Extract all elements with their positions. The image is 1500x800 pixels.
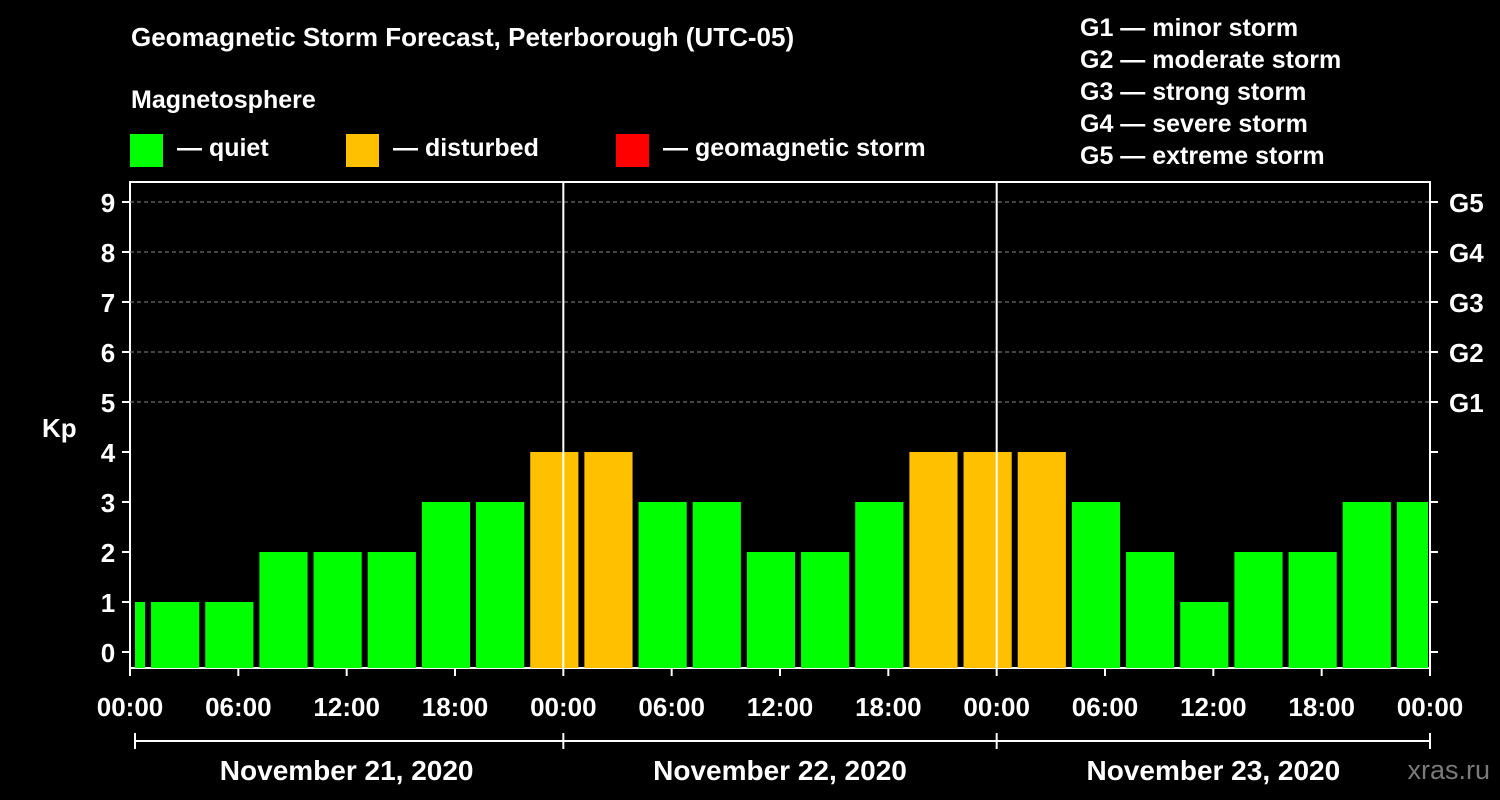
storm-scale-g3: G3 — strong storm: [1080, 78, 1307, 106]
y-tick-label: 0: [101, 638, 115, 668]
date-label: November 23, 2020: [1086, 755, 1340, 786]
y-axis-label: Kp: [42, 413, 77, 443]
x-tick-label: 06:00: [205, 692, 272, 722]
x-tick-label: 00:00: [1397, 692, 1464, 722]
kp-bar: [692, 502, 741, 668]
y-tick-label: 6: [101, 338, 115, 368]
kp-bar: [530, 452, 579, 668]
kp-bar: [367, 552, 416, 668]
kp-bar: [421, 502, 471, 668]
watermark: xras.ru: [1407, 755, 1490, 785]
x-tick-label: 00:00: [530, 692, 597, 722]
g-level-label: G1: [1449, 388, 1484, 418]
legend-heading: Magnetosphere: [131, 86, 316, 114]
y-tick-label: 5: [101, 388, 115, 418]
plot-frame: [129, 181, 1431, 669]
kp-bar: [313, 552, 362, 668]
x-tick-label: 18:00: [422, 692, 489, 722]
y-tick-label: 1: [101, 588, 115, 618]
legend-swatch-disturbed: [346, 134, 379, 167]
kp-bar: [1017, 452, 1066, 668]
legend-label-quiet: — quiet: [177, 134, 269, 162]
kp-bar: [1071, 502, 1121, 668]
kp-bar: [205, 602, 254, 668]
g-level-label: G4: [1449, 238, 1484, 268]
legend-swatch-quiet: [130, 134, 163, 167]
kp-bar: [476, 502, 525, 668]
y-tick-label: 3: [101, 488, 115, 518]
date-label: November 21, 2020: [220, 755, 474, 786]
x-tick-label: 12:00: [1180, 692, 1247, 722]
kp-bar: [746, 552, 796, 668]
kp-bar: [1126, 552, 1175, 668]
y-tick-label: 2: [101, 538, 115, 568]
kp-bar: [1180, 602, 1229, 668]
kp-bar: [638, 502, 687, 668]
kp-bar: [963, 452, 1012, 668]
x-tick-label: 00:00: [97, 692, 164, 722]
x-tick-label: 00:00: [963, 692, 1030, 722]
kp-bar: [1396, 502, 1428, 668]
legend-label-disturbed: — disturbed: [393, 134, 539, 162]
g-level-label: G3: [1449, 288, 1484, 318]
storm-scale-g2: G2 — moderate storm: [1080, 46, 1342, 74]
kp-bar: [1342, 502, 1391, 668]
kp-bar: [135, 602, 146, 668]
x-tick-label: 18:00: [1288, 692, 1355, 722]
kp-bar: [1288, 552, 1337, 668]
g-level-label: G5: [1449, 188, 1484, 218]
y-tick-label: 4: [101, 438, 116, 468]
y-tick-label: 8: [101, 238, 115, 268]
legend-label-storm: — geomagnetic storm: [663, 134, 926, 162]
storm-scale-g1: G1 — minor storm: [1080, 14, 1299, 42]
kp-bar: [584, 452, 633, 668]
x-tick-label: 12:00: [313, 692, 380, 722]
date-label: November 22, 2020: [653, 755, 907, 786]
storm-scale-g5: G5 — extreme storm: [1080, 142, 1325, 170]
x-tick-label: 06:00: [638, 692, 705, 722]
kp-bar: [259, 552, 308, 668]
g-level-label: G2: [1449, 338, 1484, 368]
kp-bar: [909, 452, 958, 668]
kp-bar: [151, 602, 200, 668]
legend-swatch-storm: [616, 134, 649, 167]
storm-scale-g4: G4 — severe storm: [1080, 110, 1308, 138]
y-tick-label: 9: [101, 188, 115, 218]
x-tick-label: 12:00: [747, 692, 814, 722]
x-tick-label: 18:00: [855, 692, 922, 722]
x-tick-label: 06:00: [1072, 692, 1139, 722]
kp-bar: [801, 552, 850, 668]
kp-bar: [855, 502, 904, 668]
y-tick-label: 7: [101, 288, 115, 318]
kp-bar: [1234, 552, 1283, 668]
chart-title: Geomagnetic Storm Forecast, Peterborough…: [131, 22, 795, 52]
